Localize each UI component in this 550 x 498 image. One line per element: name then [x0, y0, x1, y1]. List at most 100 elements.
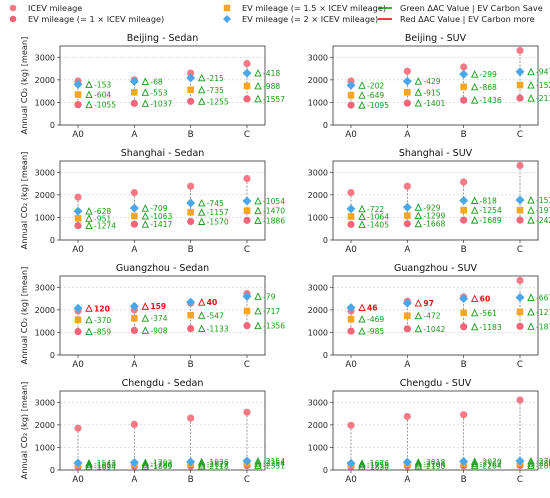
delta-annotation: -868 — [470, 82, 497, 92]
delta-label: -2027 — [207, 460, 229, 469]
ev1x-point — [243, 95, 251, 103]
delta-icon — [141, 88, 150, 96]
ev1x-point — [516, 216, 524, 224]
x-tick-label: A0 — [72, 130, 84, 140]
y-tick-label: 2000 — [308, 76, 328, 85]
delta-annotation: -1042 — [414, 324, 446, 334]
ev2x-point — [459, 456, 469, 466]
delta-annotation: 120 — [85, 304, 110, 313]
delta-annotation: -2118 — [197, 461, 229, 471]
delta-label: -908 — [150, 326, 167, 335]
x-tick-label: B — [461, 360, 467, 370]
delta-annotation: -915 — [414, 88, 441, 97]
delta-annotation: -649 — [358, 91, 384, 100]
delta-label: -1095 — [367, 101, 389, 110]
delta-icon — [141, 204, 150, 212]
delta-annotation: -472 — [414, 311, 441, 321]
delta-annotation: -628 — [85, 207, 111, 216]
legend-label: Red ΔAC Value | EV Carbon more — [400, 14, 535, 24]
ev2x-point — [346, 204, 356, 214]
ev2x-point — [186, 297, 196, 307]
delta-icon — [197, 459, 206, 468]
delta-annotation: -1274 — [85, 221, 116, 231]
icev-point — [130, 420, 138, 429]
delta-icon — [414, 324, 423, 333]
delta-annotation: -1417 — [141, 220, 173, 229]
delta-label: -68 — [150, 77, 163, 86]
delta-label: -299 — [480, 70, 497, 79]
delta-icon — [141, 314, 150, 322]
delta-annotation: -1878 — [527, 322, 550, 331]
delta-annotation: -1054 — [254, 196, 285, 206]
delta-label: -370 — [94, 316, 111, 325]
ev2x-point — [346, 458, 356, 468]
delta-icon — [85, 214, 93, 222]
x-tick-label: B — [188, 360, 194, 370]
delta-annotation: -1064 — [358, 212, 389, 222]
delta-icon — [254, 292, 262, 300]
y-axis-label: Annual CO₂ (kg) [mean] — [19, 37, 29, 135]
delta-label: -79 — [263, 292, 276, 301]
delta-label: -1531 — [536, 196, 550, 205]
legend-label: Green ΔAC Value | EV Carbon Save — [400, 3, 543, 13]
delta-icon — [197, 97, 206, 105]
ev15x-point — [516, 81, 524, 89]
ev2x-point — [129, 458, 139, 468]
delta-annotation: -1570 — [197, 217, 229, 226]
ev15x-point — [243, 307, 251, 315]
delta-icon — [470, 457, 479, 465]
y-tick-label: 0 — [323, 236, 328, 245]
delta-annotation: -1405 — [358, 220, 389, 229]
delta-annotation: -215 — [197, 73, 224, 83]
delta-label: -418 — [263, 69, 280, 78]
delta-icon — [470, 196, 479, 204]
delta-label: -1978 — [536, 206, 550, 215]
delta-annotation: -1668 — [414, 219, 446, 229]
delta-annotation: -1356 — [254, 321, 285, 331]
delta-label: -1619 — [94, 461, 116, 470]
delta-annotation: -2104 — [414, 459, 446, 469]
delta-annotation: -1694 — [85, 462, 116, 472]
delta-icon — [414, 203, 423, 211]
ev2x-point — [242, 196, 252, 206]
delta-label: -547 — [207, 311, 224, 320]
delta-label: -1157 — [207, 208, 229, 217]
ev2x-point — [459, 196, 469, 205]
ev2x-point — [242, 456, 252, 466]
delta-annotation: -1133 — [197, 324, 229, 334]
plot-frame — [59, 390, 266, 471]
delta-icon — [414, 211, 423, 220]
ev2x-point — [73, 303, 83, 313]
delta-annotation: -68 — [141, 77, 163, 86]
delta-label: -1133 — [207, 325, 229, 334]
delta-annotation: -1470 — [254, 206, 285, 216]
icev-point — [243, 408, 251, 416]
ev2x-point — [242, 291, 252, 301]
legend-item: EV mileage (= 1 × ICEV mileage) — [9, 14, 164, 24]
delta-label: -1694 — [94, 463, 116, 472]
delta-annotation: -1689 — [470, 216, 502, 225]
delta-annotation: -374 — [141, 314, 168, 323]
delta-annotation: -2898 — [527, 461, 550, 470]
ev1x-point — [74, 101, 82, 109]
delta-label: -1183 — [480, 323, 502, 332]
delta-label: -818 — [480, 197, 497, 206]
delta-label: 159 — [150, 302, 166, 311]
delta-label: -2018 — [423, 458, 445, 467]
delta-label: -2111 — [536, 94, 550, 103]
delta-icon — [197, 85, 206, 94]
ev15x-point — [516, 206, 524, 214]
x-tick-label: C — [517, 130, 523, 140]
delta-icon — [358, 101, 366, 109]
delta-label: -2702 — [536, 457, 550, 466]
delta-annotation: 46 — [358, 303, 378, 313]
delta-icon — [470, 96, 479, 104]
delta-label: -2190 — [423, 462, 445, 471]
delta-label: -717 — [263, 307, 280, 316]
delta-label: -374 — [150, 314, 167, 323]
delta-icon — [358, 460, 366, 469]
ev15x-point — [74, 215, 82, 222]
icev-point — [130, 189, 138, 197]
legend-label: ICEV mileage — [28, 3, 82, 13]
